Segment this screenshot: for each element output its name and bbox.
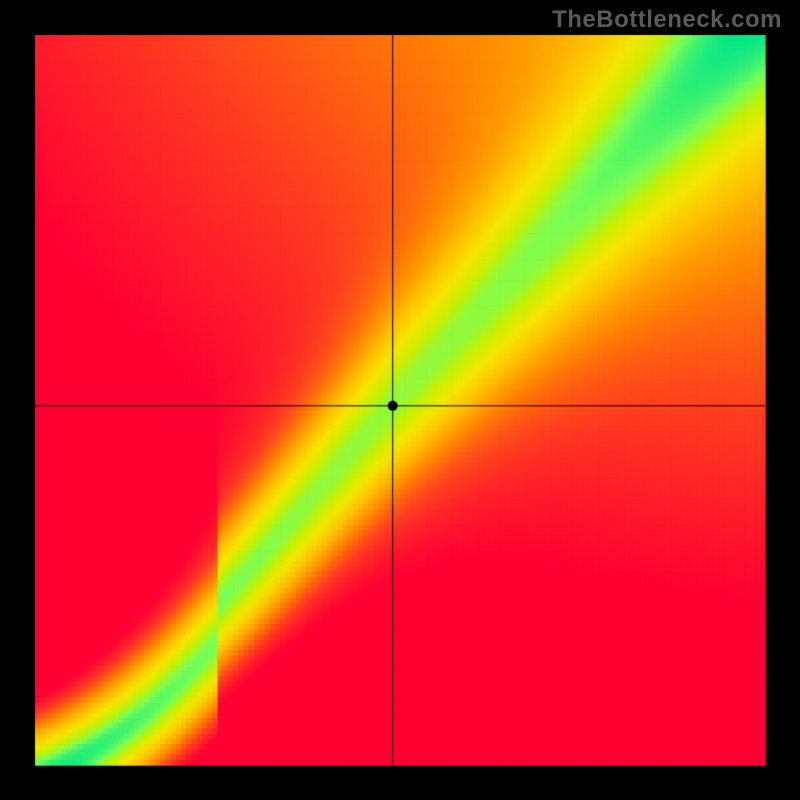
heatmap-canvas — [0, 0, 800, 800]
watermark-text: TheBottleneck.com — [552, 6, 782, 34]
chart-container: TheBottleneck.com — [0, 0, 800, 800]
